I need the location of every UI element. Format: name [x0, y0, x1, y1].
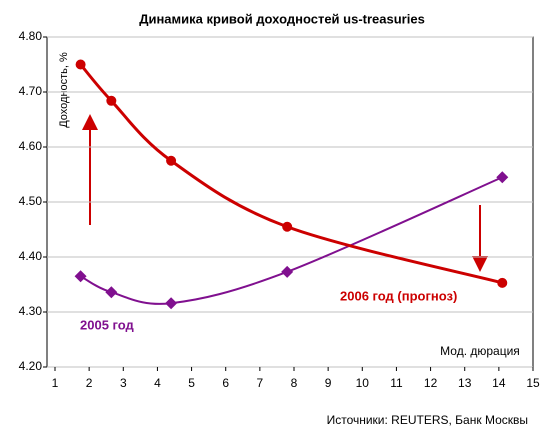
- series-annotation: 2006 год (прогноз): [340, 288, 457, 303]
- x-axis-label: Мод. дюрация: [440, 344, 520, 358]
- y-tick-label: 4.50: [19, 194, 43, 208]
- y-axis-label: Доходность, %: [58, 52, 70, 128]
- x-tick-label: 2: [86, 376, 93, 390]
- x-tick-label: 8: [291, 376, 298, 390]
- x-tick-label: 3: [120, 376, 127, 390]
- point: [74, 270, 87, 283]
- x-tick-label: 10: [356, 376, 370, 390]
- x-tick-label: 15: [526, 376, 540, 390]
- y-tick-label: 4.20: [19, 359, 43, 373]
- x-tick-label: 4: [154, 376, 161, 390]
- x-tick-label: 11: [390, 376, 403, 390]
- x-tick-label: 5: [188, 376, 195, 390]
- series-line: [79, 63, 503, 285]
- series-line: [80, 176, 503, 305]
- y-tick-label: 4.80: [19, 29, 43, 43]
- point: [166, 155, 177, 166]
- x-tick-label: 9: [325, 376, 332, 390]
- point: [105, 286, 118, 299]
- point: [281, 265, 294, 278]
- point: [106, 95, 117, 106]
- x-tick-label: 7: [257, 376, 264, 390]
- point: [75, 59, 86, 70]
- x-tick-label: 6: [222, 376, 229, 390]
- point: [282, 221, 293, 232]
- point: [496, 171, 509, 184]
- chart-title: Динамика кривой доходностей us-treasurie…: [139, 11, 425, 26]
- y-tick-label: 4.70: [19, 84, 43, 98]
- series-annotation: 2005 год: [80, 317, 135, 332]
- y-tick-label: 4.40: [19, 249, 43, 263]
- x-tick-label: 12: [424, 376, 438, 390]
- y-tick-label: 4.30: [19, 304, 43, 318]
- source: Источники: REUTERS, Банк Москвы: [327, 413, 528, 427]
- point: [497, 277, 508, 288]
- x-tick-label: 14: [492, 376, 506, 390]
- y-tick-label: 4.60: [19, 139, 43, 153]
- point: [165, 297, 178, 310]
- x-tick-label: 13: [458, 376, 472, 390]
- x-tick-label: 1: [52, 376, 59, 390]
